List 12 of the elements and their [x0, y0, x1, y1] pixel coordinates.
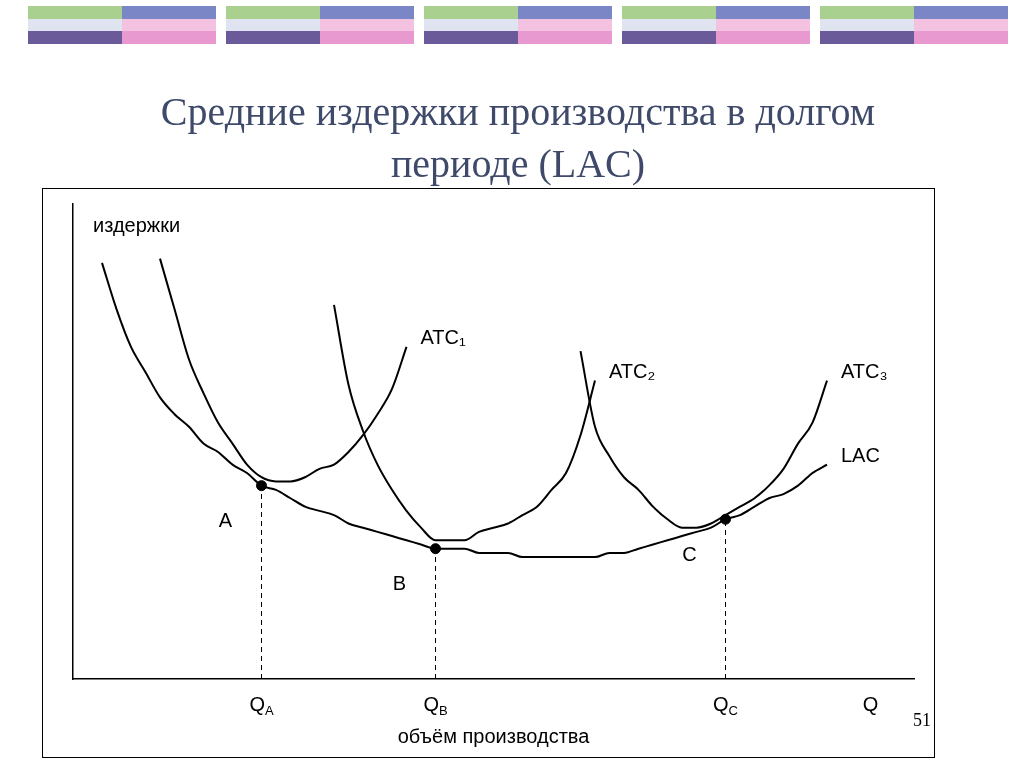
y-axis-title: издержки [93, 213, 181, 236]
annotation: C [682, 542, 697, 565]
x-axis-title: объём производства [397, 724, 591, 747]
series-label: LAC [841, 444, 880, 467]
x-tick-label: Q [862, 692, 879, 715]
text: 51 [913, 710, 931, 731]
annotation: A [218, 509, 233, 532]
series-label: ATC₂ [609, 360, 656, 383]
annotation: B [392, 572, 407, 595]
series-label: ATC₁ [420, 326, 467, 349]
chart-title: Средние издержки производства в долгом периоде (LAC) [159, 88, 877, 188]
series-label: ATC₃ [841, 360, 888, 383]
